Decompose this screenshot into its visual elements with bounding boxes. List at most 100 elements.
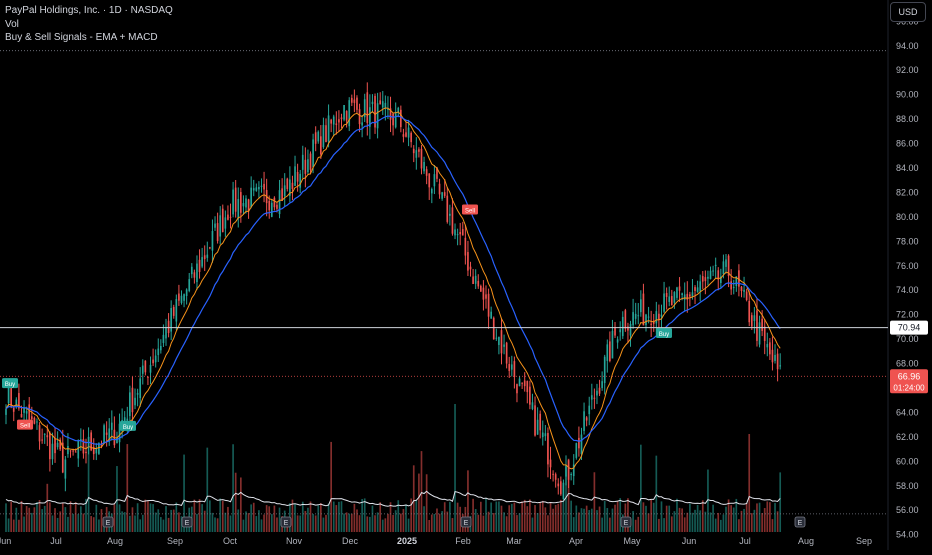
volume-bar [317, 505, 320, 532]
volume-bar [240, 477, 242, 532]
candle-body [381, 101, 384, 108]
candle-body [216, 223, 219, 242]
price-tick-label: 84.00 [896, 163, 919, 173]
earnings-marker-label: E [106, 520, 111, 527]
candle-body [694, 287, 696, 291]
candle-body [570, 474, 572, 476]
candle-body [658, 313, 660, 320]
candle-body [732, 286, 735, 289]
volume-bar [658, 518, 660, 532]
currency-button[interactable]: USD [890, 2, 926, 22]
candle-body [642, 293, 645, 326]
volume-bar [67, 516, 69, 532]
volume-bar [748, 434, 751, 532]
volume-bar [209, 500, 211, 532]
earnings-marker-label: E [464, 520, 469, 527]
volume-bar [175, 502, 178, 532]
candle-body [51, 443, 54, 460]
earnings-marker[interactable] [794, 516, 806, 528]
volume-bar [779, 472, 782, 532]
volume-bar [59, 511, 62, 532]
volume-bar [665, 505, 668, 532]
volume-bar [82, 513, 85, 532]
indicator-legend[interactable]: Buy & Sell Signals - EMA + MACD [5, 32, 158, 43]
volume-bar [278, 507, 281, 532]
volume-bar [276, 517, 278, 532]
volume-bar [418, 473, 420, 532]
candle-body [730, 281, 732, 290]
volume-bar [363, 498, 366, 532]
candle-body [379, 100, 382, 105]
volume-bar [232, 444, 234, 532]
candle-body [779, 365, 782, 367]
earnings-marker[interactable] [181, 516, 193, 528]
symbol-title[interactable]: PayPal Holdings, Inc. · 1D · NASDAQ [5, 5, 173, 16]
volume-bar [650, 499, 652, 532]
candle-body [709, 270, 712, 280]
candle-body [606, 344, 609, 361]
candle-body [36, 421, 38, 423]
volume-bar [221, 500, 224, 532]
price-tick-label: 80.00 [896, 212, 919, 222]
volume-bar [485, 498, 487, 532]
volume-bar [459, 506, 462, 532]
volume-bar [756, 503, 758, 532]
candle-body [459, 232, 462, 235]
candle-body [229, 216, 232, 218]
volume-bar [389, 502, 392, 532]
candle-body [536, 419, 539, 435]
volume-bar [645, 505, 647, 532]
volume-bar [701, 500, 704, 532]
candle-body [750, 315, 753, 327]
volume-bar [353, 503, 356, 532]
candle-body [5, 408, 7, 415]
candle-body [534, 405, 536, 436]
candle-body [273, 197, 276, 208]
volume-bar [330, 441, 332, 532]
volume-bar [61, 502, 64, 532]
volume-bar [118, 504, 121, 532]
price-tick-label: 74.00 [896, 285, 919, 295]
earnings-marker[interactable] [280, 516, 292, 528]
buy-signal-marker[interactable] [120, 420, 136, 431]
earnings-marker[interactable] [620, 516, 632, 528]
volume-bar [467, 470, 469, 532]
volume-bar [583, 508, 585, 532]
candle-body [771, 349, 774, 363]
candle-body [436, 167, 438, 179]
candle-body [95, 448, 98, 454]
earnings-marker[interactable] [460, 516, 472, 528]
volume-bar [224, 512, 227, 532]
candle-body [743, 289, 745, 292]
sell-signal-marker[interactable] [17, 419, 33, 430]
candle-body [12, 407, 15, 412]
volume-bar [673, 511, 676, 532]
sell-signal-marker[interactable] [462, 204, 478, 215]
volume-bar [301, 501, 304, 532]
earnings-marker[interactable] [102, 516, 114, 528]
volume-ma-line [5, 490, 781, 507]
candle-body [325, 125, 327, 143]
buy-signal-marker[interactable] [2, 378, 18, 389]
volume-bar [567, 458, 570, 532]
candle-body [510, 364, 513, 370]
candle-body [769, 342, 771, 355]
candle-body [554, 474, 557, 480]
candle-body [394, 111, 397, 128]
volume-bar [325, 514, 327, 532]
volume-bar [766, 501, 769, 532]
candle-body [227, 214, 229, 220]
volume-legend[interactable]: Vol [5, 18, 19, 30]
candle-body [438, 183, 441, 195]
candle-body [611, 330, 614, 359]
time-tick-label: Sep [167, 536, 183, 546]
candle-body [196, 263, 198, 283]
volume-bar [443, 502, 446, 532]
candle-body [291, 182, 294, 189]
candle-body [712, 270, 714, 272]
candle-body [544, 433, 547, 437]
buy-signal-marker[interactable] [656, 328, 672, 338]
volume-bar [575, 505, 578, 532]
